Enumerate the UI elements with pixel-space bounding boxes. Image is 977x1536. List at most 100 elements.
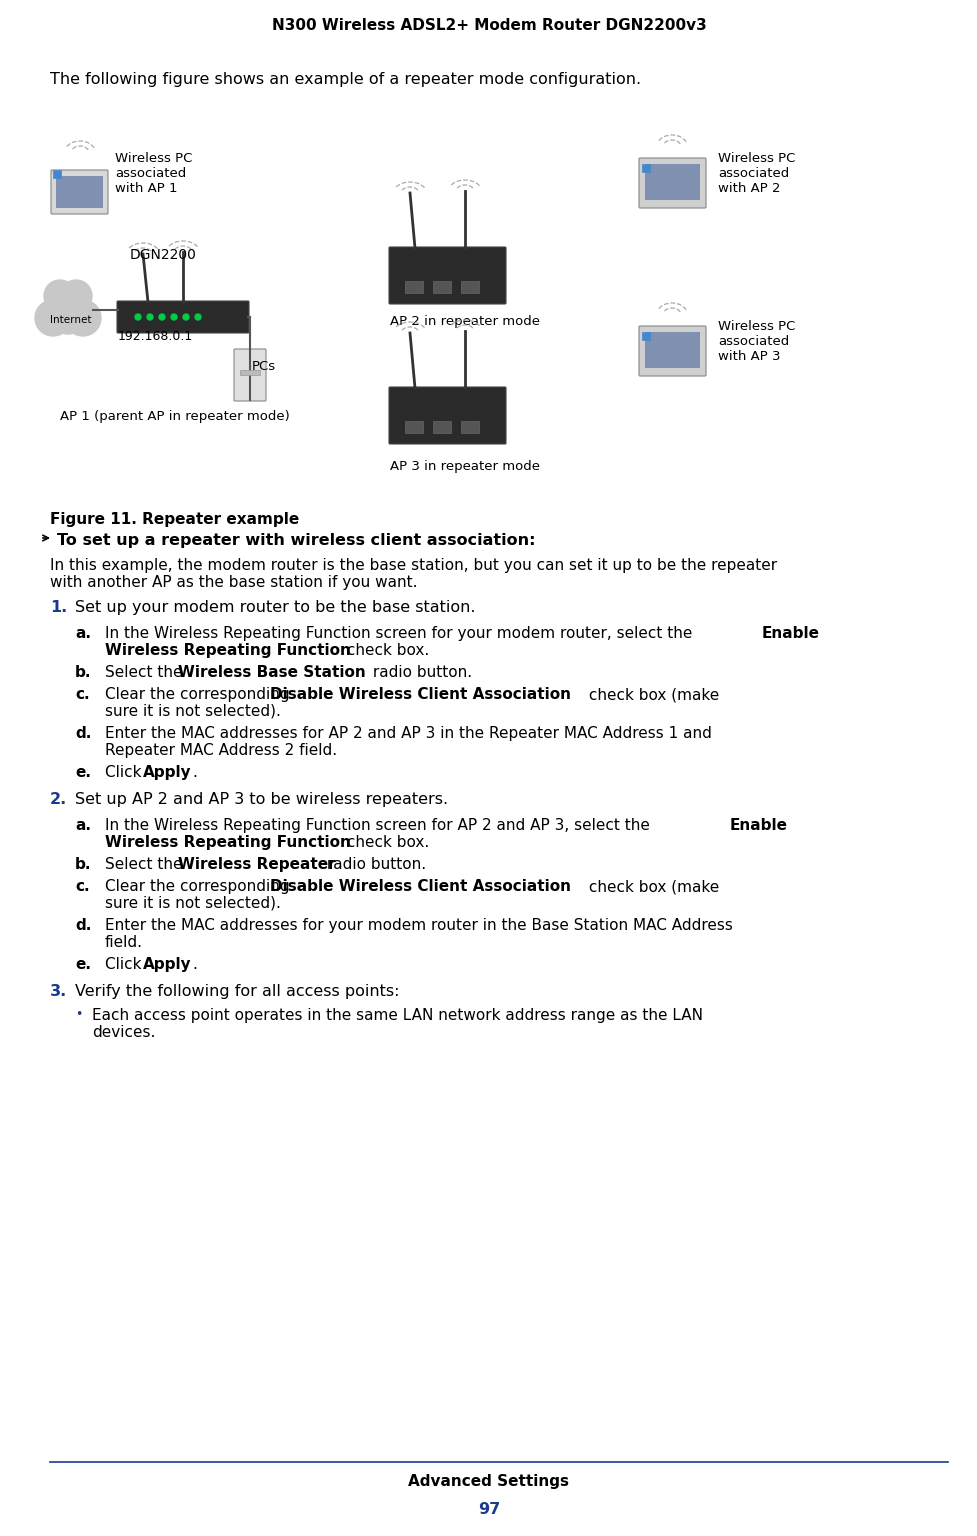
Text: AP 3 in repeater mode: AP 3 in repeater mode	[390, 459, 539, 473]
Text: check box (make: check box (make	[583, 687, 718, 702]
FancyBboxPatch shape	[641, 332, 650, 339]
Text: 192.168.0.1: 192.168.0.1	[118, 330, 193, 343]
Circle shape	[60, 280, 92, 312]
Text: with another AP as the base station if you want.: with another AP as the base station if y…	[50, 574, 417, 590]
Text: Figure 11. Repeater example: Figure 11. Repeater example	[50, 511, 299, 527]
Text: Set up AP 2 and AP 3 to be wireless repeaters.: Set up AP 2 and AP 3 to be wireless repe…	[75, 793, 447, 806]
Text: Click: Click	[105, 765, 147, 780]
Text: Clear the corresponding: Clear the corresponding	[105, 879, 294, 894]
Text: 97: 97	[478, 1502, 499, 1518]
Text: Clear the corresponding: Clear the corresponding	[105, 687, 294, 702]
Circle shape	[171, 313, 177, 319]
Text: b.: b.	[75, 857, 92, 872]
FancyBboxPatch shape	[404, 421, 423, 433]
Circle shape	[147, 313, 152, 319]
Text: In this example, the modem router is the base station, but you can set it up to : In this example, the modem router is the…	[50, 558, 777, 573]
FancyBboxPatch shape	[404, 281, 423, 293]
Text: Select the: Select the	[105, 665, 188, 680]
Text: Wireless PC
associated
with AP 2: Wireless PC associated with AP 2	[717, 152, 794, 195]
Text: 1.: 1.	[50, 601, 67, 614]
Circle shape	[183, 313, 189, 319]
Text: Wireless PC
associated
with AP 1: Wireless PC associated with AP 1	[115, 152, 192, 195]
Text: Disable Wireless Client Association: Disable Wireless Client Association	[270, 879, 571, 894]
Text: Repeater MAC Address 2 field.: Repeater MAC Address 2 field.	[105, 743, 337, 757]
FancyBboxPatch shape	[645, 332, 700, 369]
Circle shape	[159, 313, 165, 319]
Text: .: .	[191, 957, 196, 972]
FancyBboxPatch shape	[389, 387, 505, 444]
Text: field.: field.	[105, 935, 143, 949]
FancyBboxPatch shape	[239, 370, 260, 375]
Text: Each access point operates in the same LAN network address range as the LAN: Each access point operates in the same L…	[92, 1008, 702, 1023]
Text: AP 2 in repeater mode: AP 2 in repeater mode	[390, 315, 539, 329]
Text: d.: d.	[75, 727, 91, 740]
FancyBboxPatch shape	[638, 158, 705, 207]
Text: Enter the MAC addresses for AP 2 and AP 3 in the Repeater MAC Address 1 and: Enter the MAC addresses for AP 2 and AP …	[105, 727, 711, 740]
Text: In the Wireless Repeating Function screen for AP 2 and AP 3, select the: In the Wireless Repeating Function scree…	[105, 819, 654, 833]
Text: Wireless Repeating Function: Wireless Repeating Function	[105, 644, 351, 657]
Text: b.: b.	[75, 665, 92, 680]
Text: To set up a repeater with wireless client association:: To set up a repeater with wireless clien…	[57, 533, 535, 548]
Text: Click: Click	[105, 957, 147, 972]
Text: e.: e.	[75, 957, 91, 972]
Text: AP 1 (parent AP in repeater mode): AP 1 (parent AP in repeater mode)	[60, 410, 289, 422]
FancyBboxPatch shape	[641, 164, 650, 172]
FancyBboxPatch shape	[117, 301, 249, 333]
Text: a.: a.	[75, 819, 91, 833]
Text: In the Wireless Repeating Function screen for your modem router, select the: In the Wireless Repeating Function scree…	[105, 627, 697, 641]
Circle shape	[135, 313, 141, 319]
Text: check box (make: check box (make	[583, 879, 718, 894]
Text: Enable: Enable	[729, 819, 787, 833]
Text: Verify the following for all access points:: Verify the following for all access poin…	[75, 985, 399, 998]
Text: DGN2200: DGN2200	[130, 247, 196, 263]
FancyBboxPatch shape	[645, 164, 700, 200]
Text: radio button.: radio button.	[321, 857, 426, 872]
Circle shape	[35, 300, 71, 336]
Text: 2.: 2.	[50, 793, 67, 806]
Text: c.: c.	[75, 687, 90, 702]
Text: •: •	[75, 1008, 82, 1021]
Text: devices.: devices.	[92, 1025, 155, 1040]
FancyBboxPatch shape	[638, 326, 705, 376]
Circle shape	[64, 300, 101, 336]
Text: 3.: 3.	[50, 985, 67, 998]
Text: .: .	[191, 765, 196, 780]
FancyBboxPatch shape	[433, 281, 450, 293]
FancyBboxPatch shape	[389, 247, 505, 304]
Circle shape	[44, 280, 76, 312]
Circle shape	[194, 313, 201, 319]
Text: check box.: check box.	[342, 836, 429, 849]
Text: sure it is not selected).: sure it is not selected).	[105, 703, 280, 719]
Text: Select the: Select the	[105, 857, 188, 872]
Text: Internet: Internet	[50, 315, 92, 326]
Text: e.: e.	[75, 765, 91, 780]
Text: Enter the MAC addresses for your modem router in the Base Station MAC Address: Enter the MAC addresses for your modem r…	[105, 919, 732, 932]
Text: d.: d.	[75, 919, 91, 932]
Text: Advanced Settings: Advanced Settings	[408, 1475, 569, 1488]
Text: The following figure shows an example of a repeater mode configuration.: The following figure shows an example of…	[50, 72, 641, 88]
FancyBboxPatch shape	[433, 421, 450, 433]
FancyBboxPatch shape	[53, 170, 61, 178]
Text: Set up your modem router to be the base station.: Set up your modem router to be the base …	[75, 601, 475, 614]
Text: Wireless Base Station: Wireless Base Station	[178, 665, 365, 680]
FancyBboxPatch shape	[56, 177, 103, 207]
Circle shape	[44, 286, 92, 333]
Text: Disable Wireless Client Association: Disable Wireless Client Association	[270, 687, 571, 702]
Text: Wireless Repeater: Wireless Repeater	[178, 857, 335, 872]
Text: Apply: Apply	[143, 957, 191, 972]
Text: radio button.: radio button.	[367, 665, 472, 680]
Text: check box.: check box.	[342, 644, 429, 657]
FancyBboxPatch shape	[234, 349, 266, 401]
Text: Apply: Apply	[143, 765, 191, 780]
Text: Enable: Enable	[761, 627, 819, 641]
FancyBboxPatch shape	[51, 170, 107, 214]
Text: Wireless Repeating Function: Wireless Repeating Function	[105, 836, 351, 849]
Text: c.: c.	[75, 879, 90, 894]
FancyBboxPatch shape	[460, 281, 479, 293]
FancyBboxPatch shape	[460, 421, 479, 433]
Text: Wireless PC
associated
with AP 3: Wireless PC associated with AP 3	[717, 319, 794, 362]
Text: N300 Wireless ADSL2+ Modem Router DGN2200v3: N300 Wireless ADSL2+ Modem Router DGN220…	[272, 18, 705, 32]
Text: PCs: PCs	[252, 359, 276, 373]
Text: sure it is not selected).: sure it is not selected).	[105, 895, 280, 911]
Text: a.: a.	[75, 627, 91, 641]
